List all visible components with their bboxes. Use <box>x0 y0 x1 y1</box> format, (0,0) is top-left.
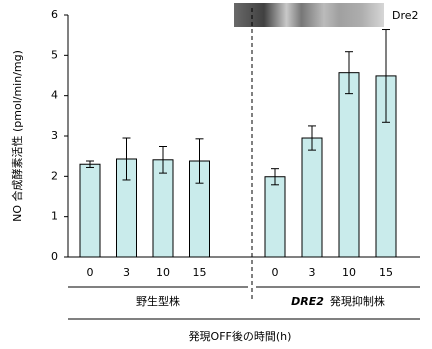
group-label-text: 発現抑制株 <box>330 294 385 308</box>
bar <box>265 177 285 257</box>
blot-label: Dre2 <box>392 9 419 22</box>
x-tick-label: 0 <box>272 266 279 279</box>
x-tick-label: 3 <box>123 266 130 279</box>
group-label-text: 野生型株 <box>136 294 180 308</box>
y-tick-label: 4 <box>51 89 58 102</box>
x-tick-label: 15 <box>379 266 393 279</box>
x-tick-label: 10 <box>342 266 356 279</box>
y-tick-label: 6 <box>51 8 58 21</box>
y-axis-label: NO 合成酵素活性 (pmol/min/mg) <box>10 50 24 222</box>
x-axis-label: 発現OFF後の時間(h) <box>189 329 292 343</box>
x-tick-label: 0 <box>87 266 94 279</box>
group-label: DRE2 発現抑制株 <box>291 294 385 308</box>
bar <box>80 164 100 257</box>
x-tick-label: 3 <box>309 266 316 279</box>
x-tick-label: 15 <box>193 266 207 279</box>
y-tick-label: 2 <box>51 169 58 182</box>
y-tick-label: 3 <box>51 129 58 142</box>
chart: Dre2 NO 合成酵素活性 (pmol/min/mg) 発現OFF後の時間(h… <box>0 0 432 349</box>
y-tick-label: 0 <box>51 250 58 263</box>
bar <box>153 160 173 257</box>
y-tick-label: 5 <box>51 48 58 61</box>
blot-image <box>234 3 384 27</box>
group-label-emphasis: DRE2 <box>291 295 324 308</box>
bar <box>339 73 359 257</box>
x-tick-label: 10 <box>156 266 170 279</box>
group-label: 野生型株 <box>136 294 180 308</box>
bar <box>302 138 322 257</box>
y-tick-label: 1 <box>51 210 58 223</box>
